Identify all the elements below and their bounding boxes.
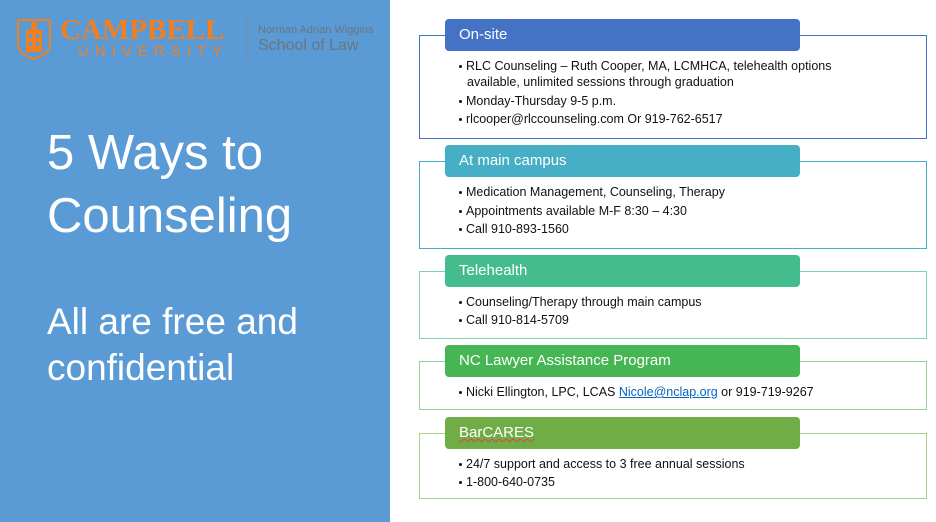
bullet: Call 910-893-1560 — [459, 221, 569, 237]
subtitle-line: confidential — [47, 347, 235, 388]
section-nclap: NC Lawyer Assistance Program Nicki Ellin… — [419, 345, 927, 411]
crest-icon — [17, 19, 51, 60]
section-main-campus: At main campus Medication Management, Co… — [419, 145, 927, 249]
email-link[interactable]: Nicole@nclap.org — [618, 385, 718, 399]
section-barcares: BarCARES 24/7 support and access to 3 fr… — [419, 417, 927, 501]
subtitle-line: All are free and — [47, 301, 298, 342]
bullet: Medication Management, Counseling, Thera… — [459, 184, 725, 200]
logo-divider — [246, 18, 247, 58]
bullet: 1-800-640-0735 — [459, 474, 555, 490]
section-header: On-site — [445, 19, 800, 51]
campbell-logo: CAMPBELL UNIVERSITY Norman Adrian Wiggin… — [16, 14, 376, 62]
section-header: NC Lawyer Assistance Program — [445, 345, 800, 377]
slide-subtitle: All are free and confidential — [47, 299, 298, 391]
left-panel: CAMPBELL UNIVERSITY Norman Adrian Wiggin… — [0, 0, 390, 522]
logo-name: CAMPBELL — [60, 14, 225, 46]
bullet: Appointments available M-F 8:30 – 4:30 — [459, 203, 687, 219]
title-line: Counseling — [47, 189, 293, 243]
slide-title: 5 Ways to Counseling — [47, 122, 292, 248]
bullet: Counseling/Therapy through main campus — [459, 294, 702, 310]
bullet: RLC Counseling – Ruth Cooper, MA, LCMHCA… — [459, 58, 831, 90]
section-telehealth: Telehealth Counseling/Therapy through ma… — [419, 255, 927, 339]
school-top: Norman Adrian Wiggins — [258, 24, 374, 36]
bullet: Monday-Thursday 9-5 p.m. — [459, 93, 616, 109]
section-header: At main campus — [445, 145, 800, 177]
bullet: 24/7 support and access to 3 free annual… — [459, 456, 745, 472]
bullet: Call 910-814-5709 — [459, 312, 569, 328]
section-header: BarCARES — [445, 417, 800, 449]
school-name: School of Law — [258, 37, 359, 54]
title-line: 5 Ways to — [47, 126, 264, 180]
section-header: Telehealth — [445, 255, 800, 287]
bullet: Nicki Ellington, LPC, LCAS Nicole@nclap.… — [459, 384, 814, 400]
section-onsite: On-site RLC Counseling – Ruth Cooper, MA… — [419, 19, 927, 139]
bullet: rlcooper@rlccounseling.com Or 919-762-65… — [459, 111, 723, 127]
logo-sub: UNIVERSITY — [78, 43, 229, 60]
